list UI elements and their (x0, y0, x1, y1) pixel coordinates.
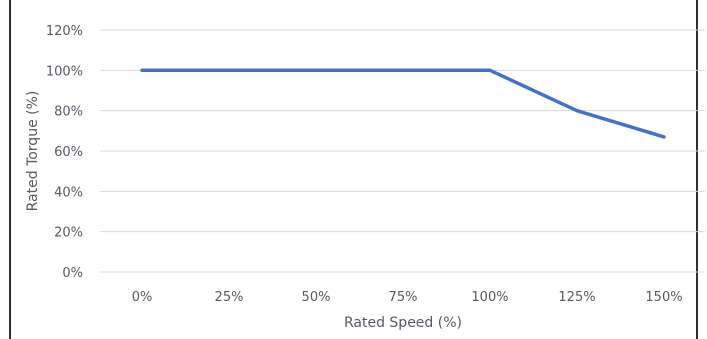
x-tick-label: 25% (215, 290, 244, 305)
y-tick-label: 120% (46, 24, 83, 39)
y-axis-title: Rated Torque (%) (25, 91, 41, 212)
x-tick-label: 125% (558, 290, 595, 305)
x-axis-title: Rated Speed (%) (344, 315, 462, 331)
x-tick-label: 150% (645, 290, 682, 305)
x-tick-label: 75% (389, 290, 418, 305)
y-tick-label: 60% (54, 145, 83, 160)
y-tick-label: 20% (54, 226, 83, 241)
y-tick-label: 0% (62, 266, 83, 281)
y-tick-label: 100% (46, 64, 83, 79)
y-axis-ticks: 0% 20% 40% 60% 80% 100% 120% (46, 24, 83, 281)
x-axis-ticks: 0% 25% 50% 75% 100% 125% 150% (132, 290, 683, 305)
x-tick-label: 100% (471, 290, 508, 305)
y-tick-label: 40% (54, 185, 83, 200)
y-tick-label: 80% (54, 105, 83, 120)
series-line-0 (140, 68, 666, 139)
x-tick-label: 0% (132, 290, 153, 305)
series-layer (140, 68, 666, 139)
x-tick-label: 50% (302, 290, 331, 305)
gridlines (100, 29, 705, 273)
